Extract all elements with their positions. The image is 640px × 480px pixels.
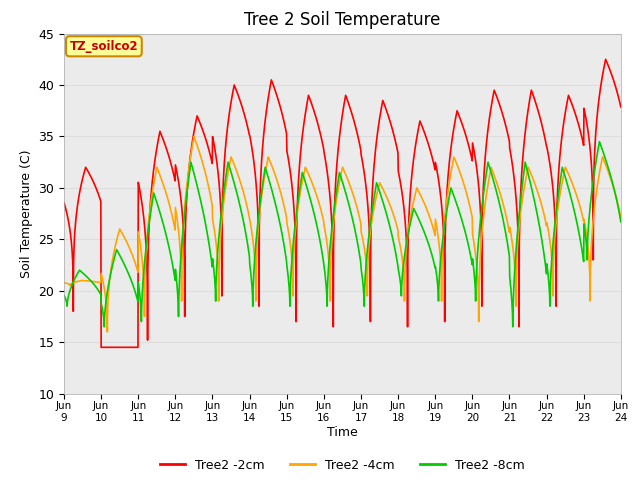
Tree2 -4cm bbox=[92, 279, 100, 285]
Y-axis label: Soil Temperature (C): Soil Temperature (C) bbox=[20, 149, 33, 278]
X-axis label: Time: Time bbox=[327, 426, 358, 439]
Tree2 -4cm bbox=[617, 215, 625, 220]
Tree2 -8cm bbox=[269, 190, 276, 196]
Tree2 -2cm bbox=[617, 104, 625, 110]
Tree2 -4cm bbox=[288, 255, 296, 261]
Tree2 -8cm bbox=[179, 226, 187, 231]
Line: Tree2 -2cm: Tree2 -2cm bbox=[64, 60, 621, 348]
Tree2 -4cm bbox=[190, 133, 198, 139]
Tree2 -4cm bbox=[60, 280, 68, 286]
Tree2 -2cm bbox=[269, 80, 276, 86]
Tree2 -4cm bbox=[104, 329, 111, 335]
Tree2 -2cm bbox=[97, 345, 105, 350]
Tree2 -4cm bbox=[291, 238, 298, 244]
Legend: Tree2 -2cm, Tree2 -4cm, Tree2 -8cm: Tree2 -2cm, Tree2 -4cm, Tree2 -8cm bbox=[156, 454, 529, 477]
Tree2 -2cm bbox=[602, 57, 609, 62]
Tree2 -8cm bbox=[291, 230, 298, 236]
Tree2 -2cm bbox=[440, 258, 448, 264]
Tree2 -4cm bbox=[269, 166, 276, 172]
Line: Tree2 -8cm: Tree2 -8cm bbox=[64, 142, 621, 327]
Tree2 -2cm bbox=[92, 185, 100, 191]
Tree2 -2cm bbox=[60, 200, 68, 205]
Tree2 -2cm bbox=[287, 179, 295, 184]
Line: Tree2 -4cm: Tree2 -4cm bbox=[64, 136, 621, 332]
Text: TZ_soilco2: TZ_soilco2 bbox=[70, 40, 138, 53]
Tree2 -8cm bbox=[287, 263, 295, 268]
Title: Tree 2 Soil Temperature: Tree 2 Soil Temperature bbox=[244, 11, 440, 29]
Tree2 -8cm bbox=[617, 219, 625, 225]
Tree2 -4cm bbox=[441, 216, 449, 222]
Tree2 -2cm bbox=[179, 223, 187, 228]
Tree2 -8cm bbox=[100, 324, 108, 330]
Tree2 -8cm bbox=[60, 292, 68, 298]
Tree2 -8cm bbox=[92, 284, 100, 290]
Tree2 -8cm bbox=[440, 224, 448, 230]
Tree2 -4cm bbox=[179, 228, 187, 233]
Tree2 -2cm bbox=[291, 211, 298, 216]
Tree2 -8cm bbox=[596, 139, 604, 144]
